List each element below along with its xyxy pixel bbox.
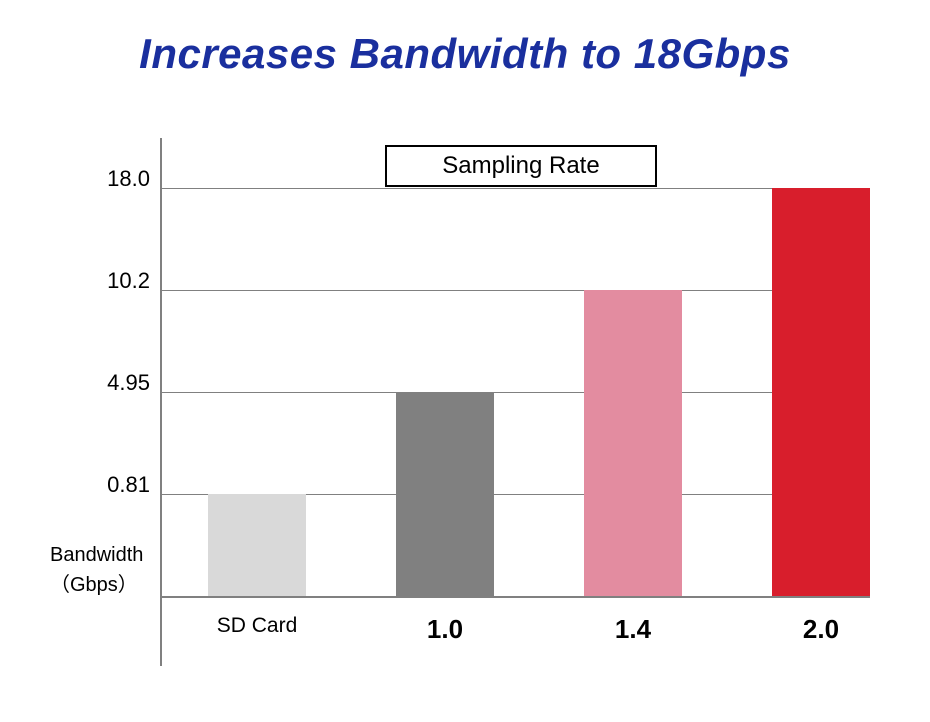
x-tick-label: 1.4	[554, 614, 712, 645]
legend-label: Sampling Rate	[442, 152, 599, 180]
gridline	[160, 188, 870, 189]
gridline	[160, 392, 870, 393]
bar	[208, 494, 306, 596]
y-tick-label: 18.0	[60, 166, 150, 192]
bar	[396, 392, 494, 596]
y-tick-label: 10.2	[60, 268, 150, 294]
x-tick-label: SD Card	[178, 614, 336, 638]
bar	[584, 290, 682, 596]
gridline	[160, 290, 870, 291]
y-axis-label-line1: Bandwidth	[50, 540, 160, 570]
x-axis	[160, 596, 870, 598]
y-tick-label: 0.81	[60, 472, 150, 498]
y-tick-label: 4.95	[60, 370, 150, 396]
page-title: Increases Bandwidth to 18Gbps	[0, 30, 930, 78]
y-axis-label-line2: （Gbps）	[50, 570, 160, 600]
bar	[772, 188, 870, 596]
x-tick-label: 2.0	[742, 614, 900, 645]
legend: Sampling Rate	[385, 145, 657, 187]
page-root: Increases Bandwidth to 18Gbps 0.81 4.95 10…	[0, 0, 930, 722]
y-axis-label: Bandwidth （Gbps）	[50, 540, 160, 600]
x-tick-label: 1.0	[366, 614, 524, 645]
y-axis	[160, 138, 162, 666]
